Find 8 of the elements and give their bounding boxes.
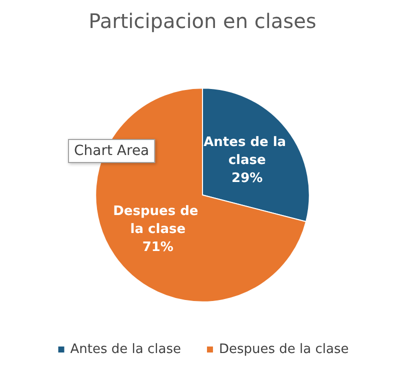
- legend-label: Antes de la clase: [70, 342, 181, 357]
- slice-label: Despues de la clase: [113, 204, 203, 238]
- legend-label: Despues de la clase: [218, 342, 349, 357]
- data-label: 71%: [142, 240, 174, 256]
- slice-label: Antes de la clase: [204, 134, 291, 168]
- chart-title: Participacion en clases: [88, 9, 316, 33]
- data-label: 29%: [232, 170, 263, 186]
- text: Chart Area: [74, 143, 150, 159]
